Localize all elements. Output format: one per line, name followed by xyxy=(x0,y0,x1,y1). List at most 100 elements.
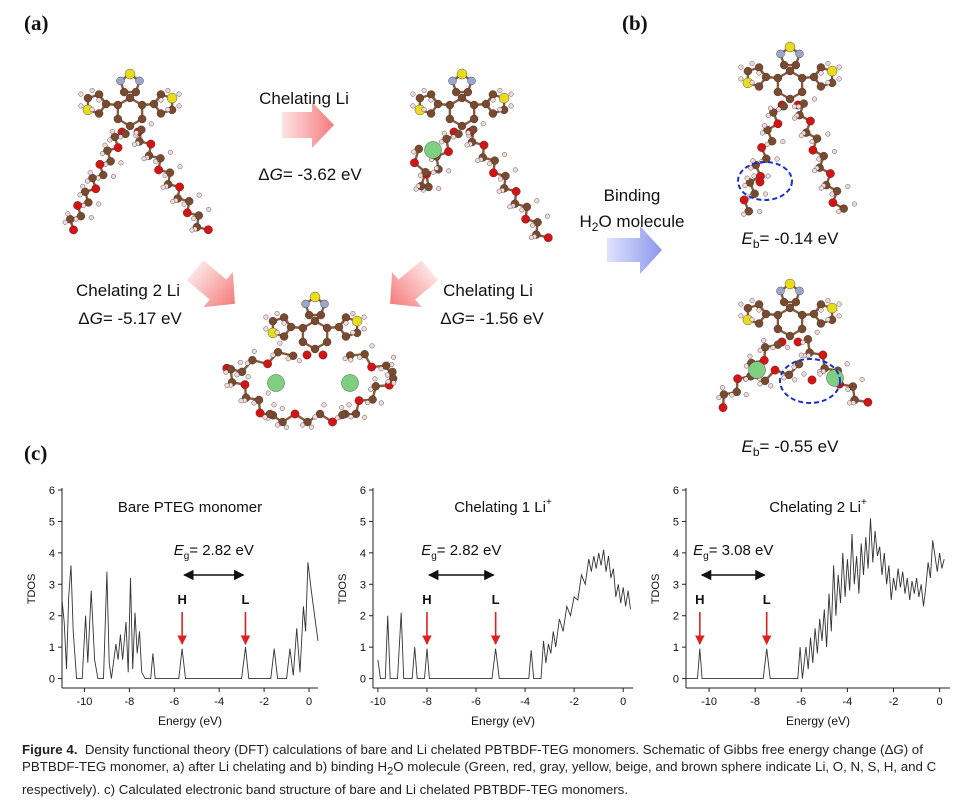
atom xyxy=(78,103,84,109)
atom xyxy=(797,310,807,320)
atom xyxy=(719,385,725,391)
atom xyxy=(785,331,795,341)
atom xyxy=(91,184,101,194)
atom xyxy=(343,320,349,326)
atom xyxy=(414,144,424,154)
atom xyxy=(844,361,850,367)
atom xyxy=(816,156,822,162)
atom xyxy=(794,359,804,369)
y-tick-label: 2 xyxy=(49,611,55,623)
atom xyxy=(69,225,78,235)
atom xyxy=(743,392,749,398)
atom xyxy=(350,310,356,316)
atom xyxy=(522,202,532,212)
x-tick-label: -2 xyxy=(889,696,899,708)
atom xyxy=(135,76,144,86)
atom xyxy=(110,132,119,142)
atom xyxy=(357,354,363,360)
x-tick-label: 0 xyxy=(306,696,312,708)
atom xyxy=(780,139,786,145)
atom xyxy=(265,409,275,419)
atom xyxy=(729,392,735,398)
atom xyxy=(757,347,763,353)
atom xyxy=(825,131,831,137)
atom xyxy=(238,398,244,404)
atom xyxy=(309,291,321,303)
atom xyxy=(277,340,283,346)
atom xyxy=(743,376,749,382)
atom xyxy=(845,184,851,190)
text-run: G xyxy=(90,309,103,328)
atom xyxy=(342,356,348,362)
atom xyxy=(154,165,164,175)
atom xyxy=(248,355,257,365)
text-run: = -5.17 eV xyxy=(103,309,183,328)
y-tick-label: 5 xyxy=(360,516,366,528)
text-run: = 3.08 eV xyxy=(709,542,774,559)
atom xyxy=(96,201,102,207)
atom xyxy=(237,367,247,377)
atom xyxy=(369,343,375,349)
atom xyxy=(315,409,325,419)
atom xyxy=(365,400,371,406)
atom xyxy=(334,322,344,332)
atom xyxy=(446,168,452,174)
chart-title: Bare PTEG monomer xyxy=(118,499,262,516)
atom xyxy=(436,186,442,192)
atom xyxy=(469,125,478,134)
atom xyxy=(511,187,521,196)
y-tick-label: 3 xyxy=(673,579,679,591)
atom xyxy=(99,170,108,180)
step-label: Chelating 2 Li xyxy=(76,281,180,300)
atom xyxy=(847,400,853,406)
atom xyxy=(322,323,332,333)
atom xyxy=(271,402,277,408)
atom xyxy=(76,211,86,221)
atom xyxy=(300,422,306,428)
band-edge-label: H xyxy=(177,592,186,607)
atom xyxy=(732,387,741,397)
x-tick-label: -2 xyxy=(259,696,269,708)
atom xyxy=(263,314,269,320)
atom xyxy=(301,299,310,309)
atom xyxy=(799,99,808,108)
text-run: E xyxy=(421,542,432,559)
atom xyxy=(770,345,776,351)
tdos-line xyxy=(61,562,319,680)
atom xyxy=(80,183,86,189)
atom xyxy=(223,369,229,375)
atom xyxy=(113,100,123,110)
text-run: O molecule xyxy=(598,212,684,231)
x-tick-label: -10 xyxy=(370,696,386,708)
atom xyxy=(158,97,164,103)
y-tick-label: 3 xyxy=(360,579,366,591)
atom xyxy=(182,208,192,218)
y-axis-label: TDOS xyxy=(337,574,349,605)
atom xyxy=(812,134,822,143)
atom xyxy=(368,395,377,404)
x-axis-label: Energy (eV) xyxy=(158,714,222,728)
atom xyxy=(779,60,789,70)
atom xyxy=(102,142,108,148)
atom xyxy=(189,227,195,233)
atom xyxy=(528,235,534,241)
atom xyxy=(430,169,436,175)
atom xyxy=(318,350,328,360)
atom xyxy=(756,307,762,313)
x-tick-label: -4 xyxy=(214,696,224,708)
atom xyxy=(826,169,835,178)
step-label: Chelating Li xyxy=(443,281,533,300)
atom xyxy=(768,383,774,389)
x-axis-label: Energy (eV) xyxy=(471,714,535,728)
tdos-line xyxy=(686,518,945,680)
atom xyxy=(475,157,481,163)
atom xyxy=(809,72,819,82)
atom xyxy=(109,129,115,135)
text-run: 2 xyxy=(592,220,599,234)
atom xyxy=(433,165,439,171)
binding-label: Binding xyxy=(604,186,661,205)
atom xyxy=(80,187,90,197)
atom xyxy=(89,87,95,93)
atom xyxy=(350,330,356,336)
atom xyxy=(428,97,434,103)
